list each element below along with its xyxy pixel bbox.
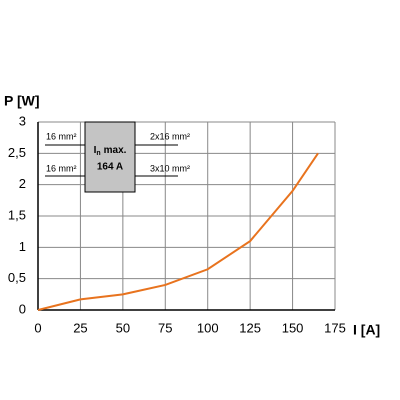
data-line <box>37 152 319 311</box>
y-tick-label: 0 <box>19 301 26 316</box>
x-axis-label: I [A] <box>353 322 380 338</box>
y-tick-label: 2 <box>19 176 26 191</box>
y-axis-label: P [W] <box>4 93 40 109</box>
y-tick-label: 2,5 <box>8 145 26 160</box>
inset-text: 16 mm² <box>46 131 77 141</box>
inset-title: In max. <box>94 145 127 157</box>
inset-text: 3x10 mm² <box>150 163 190 173</box>
y-tick-label: 1,5 <box>8 207 26 222</box>
x-tick-label: 175 <box>324 320 346 335</box>
y-tick-label: 1 <box>19 239 26 254</box>
inset-rating: 164 A <box>97 162 123 173</box>
x-tick-label: 50 <box>116 320 130 335</box>
inset: 16 mm² 16 mm² 2x16 mm² 3x10 mm² In max. 1… <box>45 121 190 193</box>
inset-box <box>84 121 136 193</box>
x-tick-label: 25 <box>73 320 87 335</box>
inset-text: 16 mm² <box>46 163 77 173</box>
x-tick-label: 150 <box>282 320 304 335</box>
inset-text: 2x16 mm² <box>150 131 190 141</box>
x-tick-label: 0 <box>34 320 41 335</box>
inset-suffix: max. <box>104 145 127 156</box>
x-tick-label: 125 <box>239 320 261 335</box>
x-tick-label: 75 <box>158 320 172 335</box>
inset-subscript: n <box>96 150 100 157</box>
y-tick-label: 3 <box>19 113 26 128</box>
y-tick-label: 0,5 <box>8 270 26 285</box>
inset-symbol: I <box>94 145 97 156</box>
x-tick-label: 100 <box>197 320 219 335</box>
